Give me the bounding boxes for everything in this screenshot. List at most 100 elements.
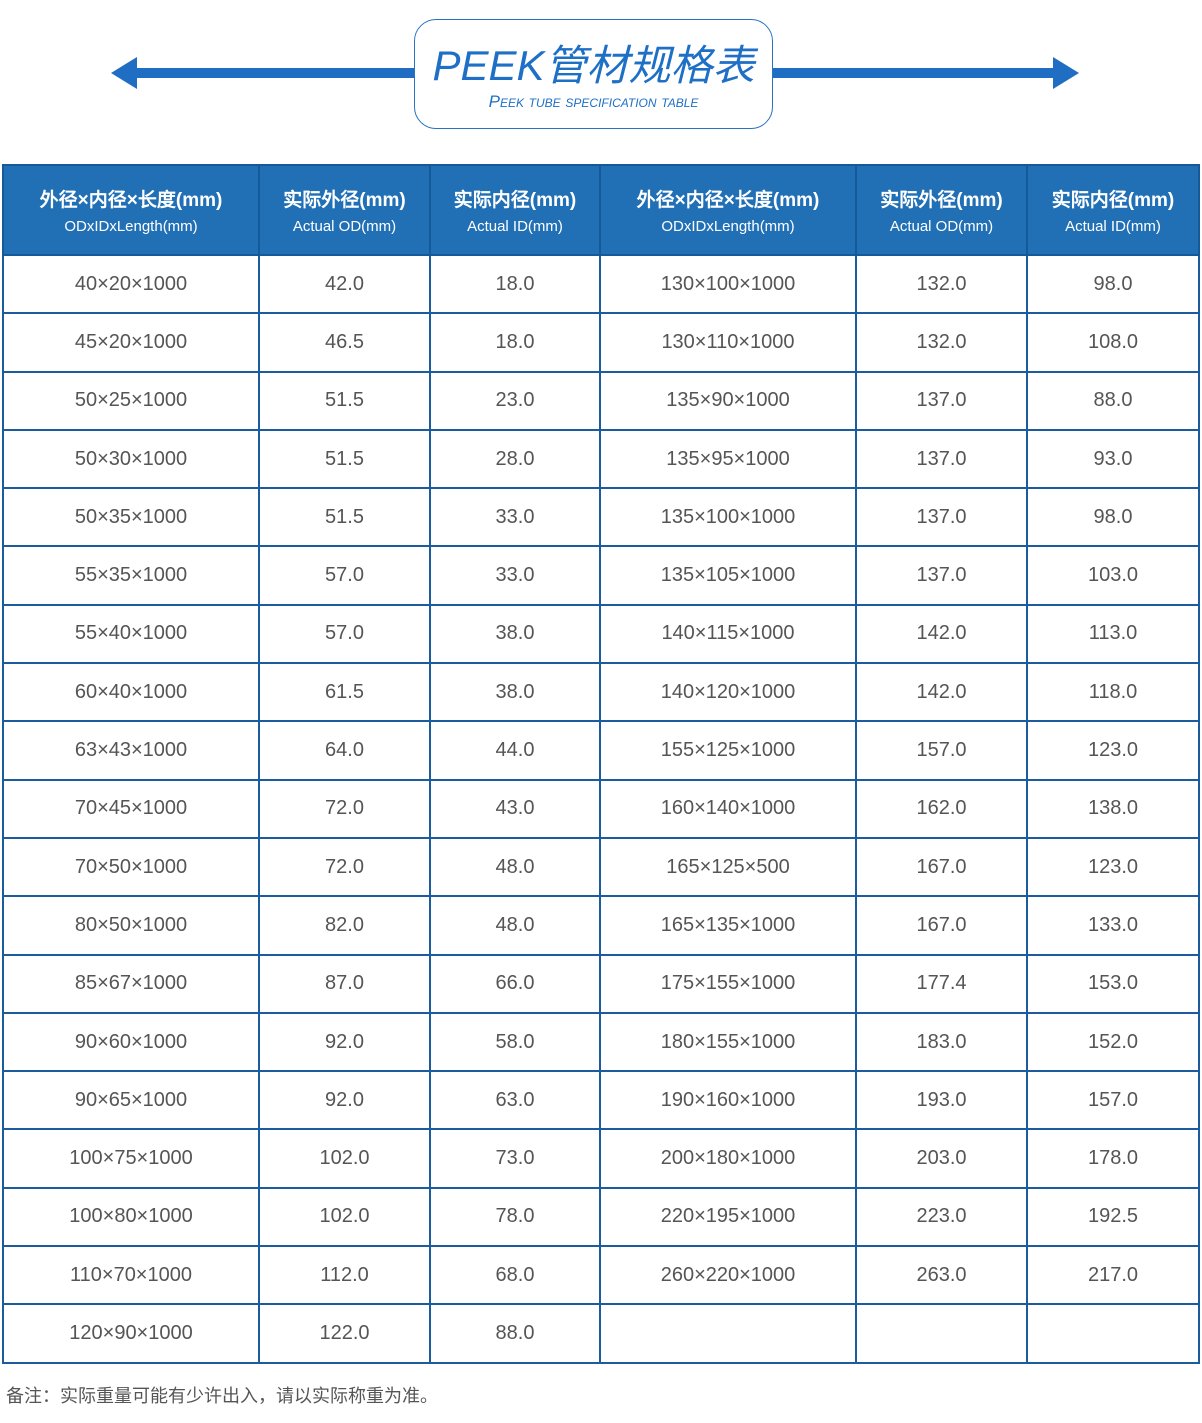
table-cell: 61.5 [258,662,431,723]
table-cell: 18.0 [429,253,601,315]
table-cell: 82.0 [258,895,431,956]
table-row: 50×35×1000 51.5 33.0 135×100×1000 137.0 98.0 [2,487,1200,548]
table-cell: 108.0 [1026,312,1200,373]
table-cell: 51.5 [258,428,431,490]
table-cell: 72.0 [258,836,431,898]
table-row: 100×75×1000 102.0 73.0 200×180×1000 203.0 178… [2,1128,1200,1189]
table-cell: 200×180×1000 [599,1128,857,1189]
column-header-cn: 实际内径(mm) [453,190,577,211]
table-cell: 93.0 [1026,428,1200,490]
table-cell: 50×25×1000 [2,370,260,431]
table-row: 63×43×1000 64.0 44.0 155×125×1000 157.0 123.0 [2,720,1200,781]
table-cell: 70×45×1000 [2,778,260,839]
table-cell: 63.0 [429,1070,601,1131]
table-cell: 57.0 [258,545,431,606]
table-cell: 102.0 [258,1186,431,1248]
table-row: 45×20×1000 46.5 18.0 130×110×1000 132.0 108.0 [2,312,1200,373]
table-cell: 72.0 [258,778,431,839]
table-cell: 135×90×1000 [599,370,857,431]
table-cell: 177.4 [855,953,1028,1014]
table-cell: 33.0 [429,487,601,548]
spec-table: 外径×内径×长度(mm) ODxIDxLength(mm) 实际外径(mm) Actu… [2,164,1200,1364]
table-cell: 23.0 [429,370,601,431]
table-cell: 137.0 [855,487,1028,548]
table-cell: 112.0 [258,1245,431,1306]
column-header-en: Actual ID(mm) [467,218,563,235]
table-cell: 135×95×1000 [599,428,857,490]
table-cell: 153.0 [1026,953,1200,1014]
table-cell: 78.0 [429,1186,601,1248]
table-cell: 85×67×1000 [2,953,260,1014]
table-cell: 183.0 [855,1011,1028,1073]
table-cell [599,1303,857,1364]
table-row: 90×65×1000 92.0 63.0 190×160×1000 193.0 157.0 [2,1070,1200,1131]
table-cell: 162.0 [855,778,1028,839]
table-cell: 68.0 [429,1245,601,1306]
arrow-right-icon [1053,57,1079,89]
column-header: 外径×内径×长度(mm) ODxIDxLength(mm) [599,164,857,256]
table-cell: 137.0 [855,370,1028,431]
table-cell: 123.0 [1026,836,1200,898]
table-cell: 190×160×1000 [599,1070,857,1131]
table-cell: 123.0 [1026,720,1200,781]
table-cell: 223.0 [855,1186,1028,1248]
table-cell: 193.0 [855,1070,1028,1131]
table-cell: 140×115×1000 [599,603,857,665]
table-cell: 18.0 [429,312,601,373]
table-cell: 167.0 [855,836,1028,898]
column-header-cn: 实际外径(mm) [880,190,1003,211]
table-cell: 57.0 [258,603,431,665]
column-header: 实际内径(mm) Actual ID(mm) [1026,164,1200,256]
table-cell: 140×120×1000 [599,662,857,723]
table-cell: 90×65×1000 [2,1070,260,1131]
table-cell: 44.0 [429,720,601,781]
table-cell: 98.0 [1026,253,1200,315]
table-cell: 87.0 [258,953,431,1014]
table-cell: 192.5 [1026,1186,1200,1248]
table-cell: 138.0 [1026,778,1200,839]
title-box: PEEK管材规格表 Peek tube specification table [414,19,773,129]
column-header-en: Actual OD(mm) [292,218,397,235]
column-header-en: Actual OD(mm) [889,218,994,235]
table-cell: 45×20×1000 [2,312,260,373]
table-cell: 58.0 [429,1011,601,1073]
table-cell: 88.0 [1026,370,1200,431]
table-cell: 28.0 [429,428,601,490]
table-cell: 118.0 [1026,662,1200,723]
arrow-left-line [135,68,416,78]
table-cell: 263.0 [855,1245,1028,1306]
table-row: 60×40×1000 61.5 38.0 140×120×1000 142.0 118.0 [2,662,1200,723]
column-header-en: ODxIDxLength(mm) [661,218,795,235]
table-cell: 178.0 [1026,1128,1200,1189]
table-cell: 38.0 [429,603,601,665]
page-title: PEEK管材规格表 [432,42,755,89]
table-cell: 55×35×1000 [2,545,260,606]
column-header: 实际内径(mm) Actual ID(mm) [429,164,601,256]
table-row: 70×50×1000 72.0 48.0 165×125×500 167.0 123.0 [2,836,1200,898]
table-cell: 175×155×1000 [599,953,857,1014]
table-cell: 130×100×1000 [599,253,857,315]
table-cell: 100×75×1000 [2,1128,260,1189]
table-cell: 60×40×1000 [2,662,260,723]
table-cell: 90×60×1000 [2,1011,260,1073]
table-cell: 40×20×1000 [2,253,260,315]
table-cell: 137.0 [855,428,1028,490]
table-cell: 80×50×1000 [2,895,260,956]
table-cell: 66.0 [429,953,601,1014]
table-cell: 50×35×1000 [2,487,260,548]
table-row: 85×67×1000 87.0 66.0 175×155×1000 177.4 153.0 [2,953,1200,1014]
column-header-en: ODxIDxLength(mm) [64,218,198,235]
table-row: 120×90×1000 122.0 88.0 [2,1303,1200,1364]
table-cell: 155×125×1000 [599,720,857,781]
table-cell: 33.0 [429,545,601,606]
table-cell: 110×70×1000 [2,1245,260,1306]
table-row: 110×70×1000 112.0 68.0 260×220×1000 263.0 217… [2,1245,1200,1306]
table-cell: 42.0 [258,253,431,315]
column-header-cn: 实际外径(mm) [283,190,406,211]
table-row: 100×80×1000 102.0 78.0 220×195×1000 223.0 192… [2,1186,1200,1248]
table-cell: 160×140×1000 [599,778,857,839]
table-cell: 63×43×1000 [2,720,260,781]
table-cell: 98.0 [1026,487,1200,548]
table-cell: 130×110×1000 [599,312,857,373]
table-cell: 51.5 [258,487,431,548]
